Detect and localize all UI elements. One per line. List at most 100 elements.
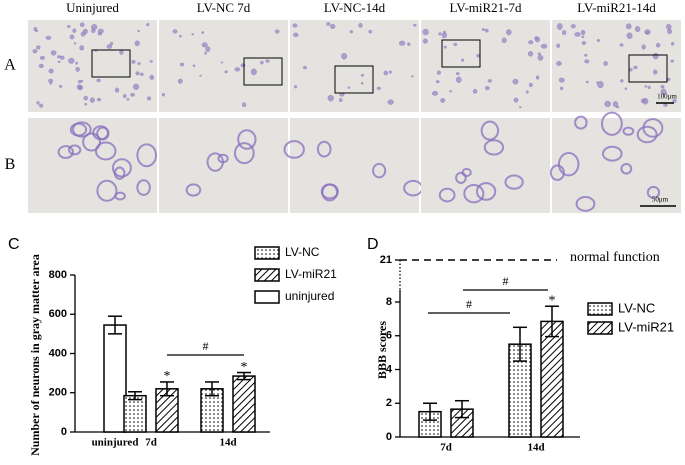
cell	[316, 140, 332, 158]
cell	[455, 171, 467, 184]
cell	[556, 61, 562, 66]
cell	[527, 51, 534, 57]
cell	[242, 102, 247, 108]
cell	[91, 24, 98, 30]
cell	[119, 49, 124, 55]
cell	[360, 73, 365, 77]
cell	[644, 85, 648, 88]
cell	[537, 55, 544, 61]
cell	[292, 23, 298, 28]
micrograph	[159, 20, 288, 112]
cell	[574, 32, 581, 37]
cell	[596, 38, 601, 42]
cell	[57, 60, 61, 64]
bar	[123, 394, 147, 433]
cell	[57, 145, 74, 159]
cell	[185, 183, 202, 197]
cell	[388, 70, 392, 74]
cell	[192, 64, 196, 68]
cell	[131, 59, 136, 64]
cell	[584, 53, 588, 57]
cell	[302, 65, 307, 70]
significance-marker: *	[549, 293, 556, 308]
cell	[137, 62, 141, 65]
cell	[338, 98, 343, 103]
micrograph	[159, 118, 288, 213]
cell	[435, 80, 440, 84]
y-axis-label: BBB scores	[375, 321, 389, 379]
cell	[126, 97, 130, 101]
cell	[360, 81, 364, 85]
cell	[92, 125, 109, 141]
cell	[412, 23, 417, 27]
cell	[622, 126, 635, 136]
cell	[436, 70, 441, 75]
cell	[58, 84, 63, 88]
cell	[79, 22, 85, 28]
cell	[191, 33, 194, 36]
cell	[558, 77, 565, 83]
cell	[250, 68, 257, 76]
cell	[327, 94, 334, 102]
cell	[660, 88, 667, 95]
bar	[540, 320, 564, 438]
legend-label: LV-NC	[618, 300, 655, 315]
cell	[94, 141, 117, 161]
cell	[68, 57, 75, 64]
cell	[82, 132, 101, 152]
cell	[274, 29, 280, 34]
scale-label: 50μm	[652, 196, 669, 204]
cell	[32, 49, 38, 54]
cell	[341, 52, 348, 60]
cell	[39, 55, 45, 60]
cell	[615, 105, 620, 109]
cell	[645, 31, 650, 35]
cell	[149, 74, 155, 80]
comparison-label: #	[203, 339, 209, 353]
legend-swatch	[254, 290, 280, 304]
cell	[177, 78, 183, 84]
zoom-box	[91, 49, 131, 78]
cell	[33, 27, 38, 32]
cell	[149, 60, 153, 63]
cell	[570, 24, 576, 29]
cell	[612, 101, 619, 108]
cell	[646, 185, 661, 199]
bar	[232, 375, 256, 433]
column-label: LV-NC 7d	[197, 0, 251, 15]
cell	[601, 111, 623, 136]
cell	[75, 66, 80, 72]
cell	[528, 82, 533, 88]
cell	[96, 97, 102, 102]
reference-label: normal function	[570, 250, 660, 265]
cell	[604, 100, 611, 108]
x-tick-label: 7d	[145, 437, 157, 449]
cell	[513, 97, 519, 103]
cell	[549, 164, 565, 181]
micrograph	[421, 118, 550, 213]
cell	[461, 58, 465, 62]
cell	[574, 115, 588, 130]
cell	[535, 75, 540, 80]
y-tick-label: 4	[386, 363, 393, 375]
cell	[146, 96, 152, 101]
cell	[368, 29, 373, 34]
cell	[455, 76, 462, 84]
cell	[347, 86, 351, 89]
column-label: LV-miR21-14d	[577, 0, 656, 15]
cell	[624, 87, 628, 90]
cell	[145, 22, 150, 27]
cell	[136, 179, 151, 196]
cell	[96, 179, 118, 202]
cell	[172, 29, 178, 34]
cell	[106, 44, 113, 49]
cell	[411, 75, 414, 78]
cell	[265, 59, 270, 63]
legend-label: LV-miR21	[285, 267, 337, 281]
cell	[670, 59, 675, 63]
cell	[441, 32, 448, 39]
cell	[475, 182, 497, 201]
cell	[358, 23, 363, 28]
zoom-box	[243, 57, 283, 86]
